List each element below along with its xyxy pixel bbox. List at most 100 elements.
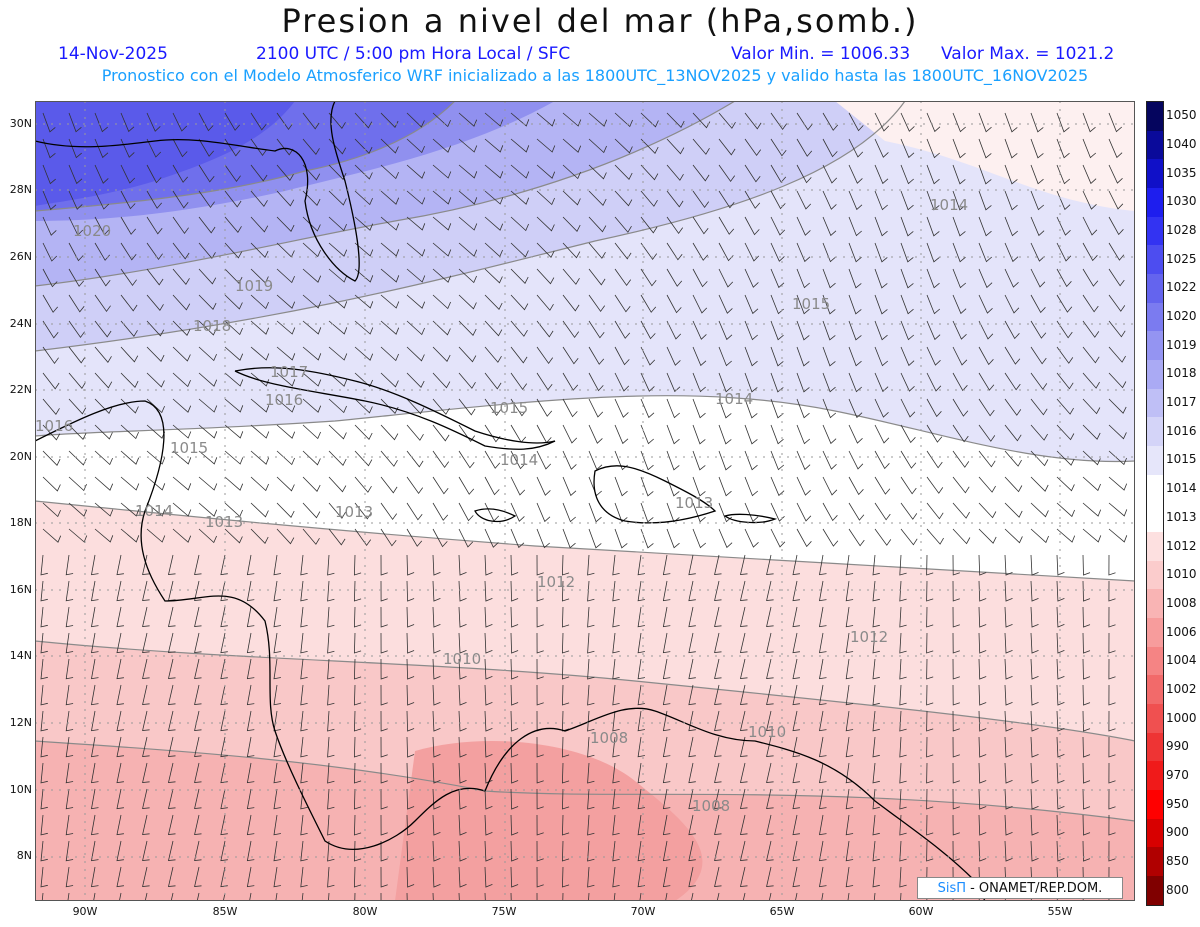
wind-barb <box>562 476 577 497</box>
wind-barb <box>845 788 854 810</box>
lat-label: 20N <box>9 450 32 463</box>
wind-barb <box>714 814 722 835</box>
wind-barb <box>770 138 787 157</box>
lon-label: 90W <box>72 905 98 918</box>
wind-barb <box>172 268 190 285</box>
colorbar-cell <box>1147 102 1163 131</box>
wind-barb <box>406 840 415 862</box>
wind-barb <box>978 684 987 706</box>
wind-barb <box>848 502 865 521</box>
wind-barb <box>120 242 137 261</box>
wind-barb <box>94 138 109 159</box>
wind-barb <box>120 294 138 312</box>
wind-barb <box>640 164 659 181</box>
wind-barb <box>978 164 992 185</box>
map-title: Presion a nivel del mar (hPa,somb.) <box>281 2 919 40</box>
wind-barb <box>380 606 388 628</box>
wind-barb <box>766 866 774 887</box>
wind-barb <box>536 632 544 654</box>
wind-barb <box>246 632 255 654</box>
wind-barb <box>94 398 113 414</box>
wind-barb <box>510 242 529 258</box>
wind-barb <box>167 866 176 887</box>
wind-barb <box>40 814 48 836</box>
wind-barb <box>67 892 70 901</box>
wind-barb <box>952 814 960 836</box>
wind-barb <box>484 710 493 732</box>
wind-barb <box>432 658 441 680</box>
wind-barb <box>796 476 811 496</box>
wind-barb <box>1056 268 1072 288</box>
colorbar-label: 1020 <box>1166 309 1197 324</box>
wind-barb <box>688 866 696 888</box>
wind-barb <box>796 294 810 315</box>
wind-barb <box>1082 216 1098 236</box>
colorbar-label: 990 <box>1166 739 1189 754</box>
colorbar-cell <box>1147 532 1163 561</box>
wind-barb <box>739 840 748 861</box>
wind-barb <box>120 320 138 337</box>
wind-barb <box>94 424 113 440</box>
wind-barb <box>380 528 397 547</box>
wind-barb <box>872 684 880 706</box>
wind-barb <box>118 892 122 901</box>
wind-barb <box>796 398 810 419</box>
wind-barb <box>42 268 58 288</box>
wind-barb <box>872 814 880 836</box>
wind-barb <box>68 372 86 389</box>
central-america-coast <box>35 400 486 850</box>
wind-barb <box>246 684 255 706</box>
wind-barb <box>614 164 633 180</box>
wind-barb <box>302 372 322 387</box>
wind-barb <box>220 632 228 654</box>
wind-barb <box>94 190 110 210</box>
wind-barb <box>692 372 706 393</box>
wind-barb <box>614 476 628 497</box>
wind-barb <box>536 190 555 206</box>
wind-barb <box>562 190 581 206</box>
wind-barb <box>432 424 450 442</box>
wind-barb <box>380 840 388 862</box>
wind-barb <box>1108 762 1116 784</box>
wind-barb <box>250 190 268 207</box>
wind-barb <box>146 216 163 235</box>
wind-barb <box>146 502 166 517</box>
wind-barb <box>380 892 382 901</box>
wind-barb <box>91 554 99 576</box>
wind-barb <box>484 892 486 901</box>
wind-barb <box>120 190 136 210</box>
wind-barb <box>872 632 880 654</box>
wind-barb <box>848 372 863 393</box>
contour-label: 1019 <box>235 277 273 295</box>
wind-barb <box>172 242 190 260</box>
wind-barb <box>978 710 987 732</box>
wind-barb <box>561 658 570 680</box>
wind-barb <box>1108 658 1116 680</box>
contour-line <box>35 740 1135 822</box>
wind-barb <box>198 450 218 465</box>
wind-barb <box>821 892 824 901</box>
wind-barb <box>250 528 269 544</box>
wind-barb <box>172 502 192 517</box>
wind-barb <box>198 216 216 234</box>
wind-barb <box>94 372 113 389</box>
wind-barb <box>120 502 140 517</box>
wind-barb <box>116 736 124 758</box>
wind-barb <box>65 658 74 680</box>
wind-barb <box>458 138 478 153</box>
wind-barb <box>1004 788 1013 810</box>
wind-barb <box>978 268 993 289</box>
wind-barb <box>1030 164 1044 185</box>
wind-barb <box>588 346 605 365</box>
wind-barb <box>65 710 74 732</box>
wind-barb <box>249 892 252 901</box>
wind-barb <box>1108 268 1125 287</box>
wind-barb <box>900 164 914 185</box>
wind-barb <box>1056 320 1073 339</box>
wind-barb <box>744 502 759 523</box>
wind-barb <box>926 138 940 159</box>
wind-barb <box>666 190 684 208</box>
wind-barb <box>900 424 916 444</box>
wind-barb <box>328 268 348 283</box>
wind-barb <box>766 580 774 601</box>
